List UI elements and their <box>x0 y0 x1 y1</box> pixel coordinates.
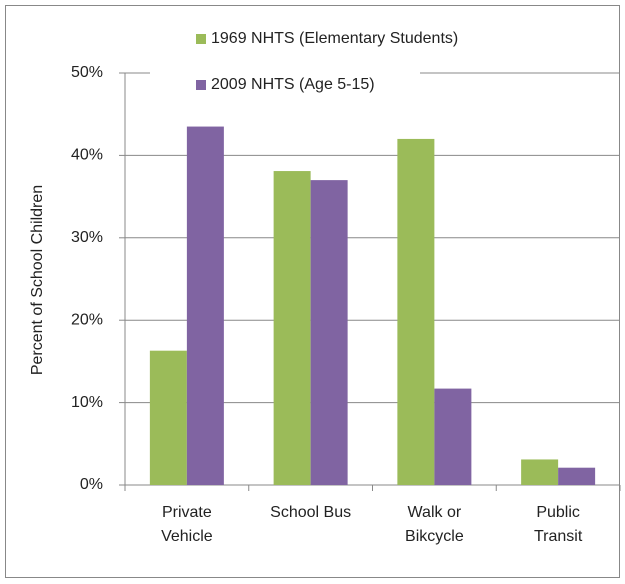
y-tick-label: 50% <box>71 64 103 81</box>
bars <box>149 126 596 486</box>
legend-swatch <box>196 34 206 44</box>
bar <box>310 180 348 485</box>
bar <box>186 126 224 485</box>
bar <box>434 388 472 485</box>
bar <box>521 459 559 485</box>
y-tick-label: 0% <box>80 476 103 493</box>
x-tick-label: Private Vehicle <box>161 504 213 545</box>
legend-background <box>150 20 420 110</box>
bar <box>397 138 435 486</box>
bar <box>558 467 596 485</box>
y-tick-label: 10% <box>71 394 103 411</box>
y-tick-label: 20% <box>71 311 103 328</box>
y-tick-label: 30% <box>71 229 103 246</box>
legend-label: 2009 NHTS (Age 5-15) <box>211 76 375 93</box>
x-tick-label: Walk or Bikcycle <box>405 504 464 545</box>
y-tick-label: 40% <box>71 147 103 164</box>
x-tick-label: Public Transit <box>533 504 583 545</box>
legend-swatch <box>196 80 206 90</box>
bar <box>149 350 187 485</box>
y-axis-label: Percent of School Children <box>29 185 46 375</box>
x-tick-label: School Bus <box>270 504 352 521</box>
legend-label: 1969 NHTS (Elementary Students) <box>211 30 458 47</box>
legend: 1969 NHTS (Elementary Students) 2009 NHTS… <box>150 20 458 110</box>
bar <box>273 171 311 485</box>
